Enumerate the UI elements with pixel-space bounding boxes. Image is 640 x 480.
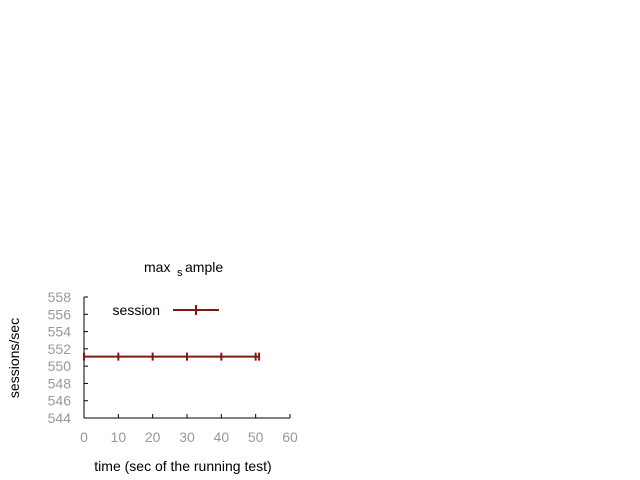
legend-label-session: session bbox=[113, 302, 160, 318]
x-tick-label: 50 bbox=[248, 429, 264, 445]
y-tick-label: 548 bbox=[48, 375, 72, 391]
x-tick-label: 10 bbox=[111, 429, 127, 445]
x-tick-label: 60 bbox=[282, 429, 298, 445]
x-tick-label: 20 bbox=[145, 429, 161, 445]
x-tick-label: 30 bbox=[179, 429, 195, 445]
y-tick-label: 544 bbox=[48, 410, 72, 426]
chart-title-rest: ample bbox=[185, 259, 223, 275]
y-tick-label: 552 bbox=[48, 341, 72, 357]
series-group bbox=[83, 352, 261, 361]
x-axis-label: time (sec of the running test) bbox=[94, 458, 271, 474]
y-tick-label: 546 bbox=[48, 393, 72, 409]
x-ticks: 0 10 20 30 40 50 60 bbox=[80, 414, 298, 445]
chart-title-main: max bbox=[144, 259, 170, 275]
y-tick-label: 550 bbox=[48, 358, 72, 374]
y-tick-label: 558 bbox=[48, 289, 72, 305]
x-tick-label: 40 bbox=[214, 429, 230, 445]
x-tick-label: 0 bbox=[80, 429, 88, 445]
y-axis-label: sessions/sec bbox=[6, 318, 22, 398]
chart-title-subscript: s bbox=[177, 267, 183, 279]
y-tick-label: 556 bbox=[48, 306, 72, 322]
y-tick-label: 554 bbox=[48, 324, 72, 340]
legend: session bbox=[113, 302, 219, 318]
